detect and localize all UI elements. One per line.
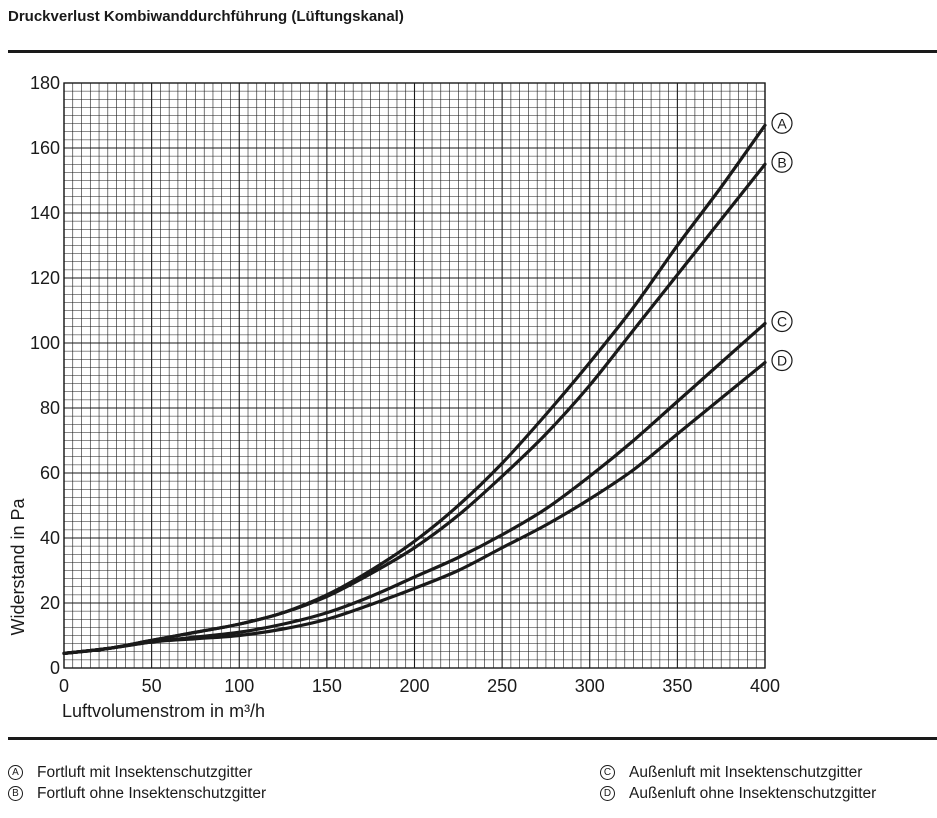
series-marker-label-a: A	[777, 115, 787, 131]
chart-title: Druckverlust Kombiwanddurchführung (Lüft…	[8, 8, 404, 25]
legend-badge-b: B	[8, 786, 23, 801]
series-marker-a	[771, 112, 793, 134]
legend-label-a: Fortluft mit Insektenschutzgitter	[37, 763, 253, 781]
x-tick-label: 150	[312, 676, 342, 696]
y-tick-label: 180	[30, 73, 60, 93]
series-lines	[62, 123, 767, 655]
x-tick-label: 200	[399, 676, 429, 696]
tick-labels: 0 50 100 150 200 250 300 350 400 0 20 40 60 80 100 120 1…	[30, 73, 780, 696]
y-tick-label: 160	[30, 138, 60, 158]
series-marker-d	[771, 349, 793, 372]
legend-label-c: Außenluft mit Insektenschutzgitter	[629, 763, 863, 781]
series-marker-b	[771, 151, 793, 173]
series-line-d	[62, 360, 767, 655]
plot-frame	[63, 82, 766, 669]
pressure-loss-chart: 0 50 100 150 200 250 300 350 400 0 20 40 60 80 100 120 1…	[8, 73, 793, 721]
x-tick-label: 0	[59, 676, 69, 696]
y-tick-label: 80	[40, 398, 60, 418]
x-tick-label: 250	[487, 676, 517, 696]
legend-badge-d: D	[600, 786, 615, 801]
series-marker-c	[771, 310, 793, 333]
series-marker-label-b: B	[777, 154, 786, 170]
legend-left: A Fortluft mit Insektenschutzgitter B Fo…	[8, 762, 266, 804]
y-tick-label: 60	[40, 463, 60, 483]
y-tick-label: 120	[30, 268, 60, 288]
grid	[63, 82, 766, 669]
axes	[63, 82, 766, 669]
x-tick-label: 350	[662, 676, 692, 696]
x-tick-label: 100	[224, 676, 254, 696]
legend-item-c: C Außenluft mit Insektenschutzgitter	[600, 762, 876, 783]
x-axis-label: Luftvolumenstrom in m³/h	[62, 701, 265, 721]
y-tick-label: 40	[40, 528, 60, 548]
series-markers: A B C D	[771, 112, 793, 372]
legend-badge-c: C	[600, 765, 615, 780]
series-line-b	[62, 162, 767, 655]
legend-item-b: B Fortluft ohne Insektenschutzgitter	[8, 783, 266, 804]
y-tick-label: 100	[30, 333, 60, 353]
top-rule	[8, 50, 937, 53]
legend-label-d: Außenluft ohne Insektenschutzgitter	[629, 784, 877, 802]
y-tick-label: 140	[30, 203, 60, 223]
y-tick-label: 0	[50, 658, 60, 678]
series-marker-label-d: D	[777, 353, 787, 369]
x-tick-label: 300	[575, 676, 605, 696]
y-tick-label: 20	[40, 593, 60, 613]
bottom-rule	[8, 737, 937, 740]
legend-right: C Außenluft mit Insektenschutzgitter D A…	[600, 762, 876, 804]
series-marker-label-c: C	[777, 314, 787, 330]
y-axis-label: Widerstand in Pa	[8, 497, 28, 635]
legend-item-a: A Fortluft mit Insektenschutzgitter	[8, 762, 266, 783]
x-tick-label: 400	[750, 676, 780, 696]
legend-item-d: D Außenluft ohne Insektenschutzgitter	[600, 783, 876, 804]
legend-label-b: Fortluft ohne Insektenschutzgitter	[37, 784, 267, 802]
legend-badge-a: A	[8, 765, 23, 780]
x-tick-label: 50	[142, 676, 162, 696]
